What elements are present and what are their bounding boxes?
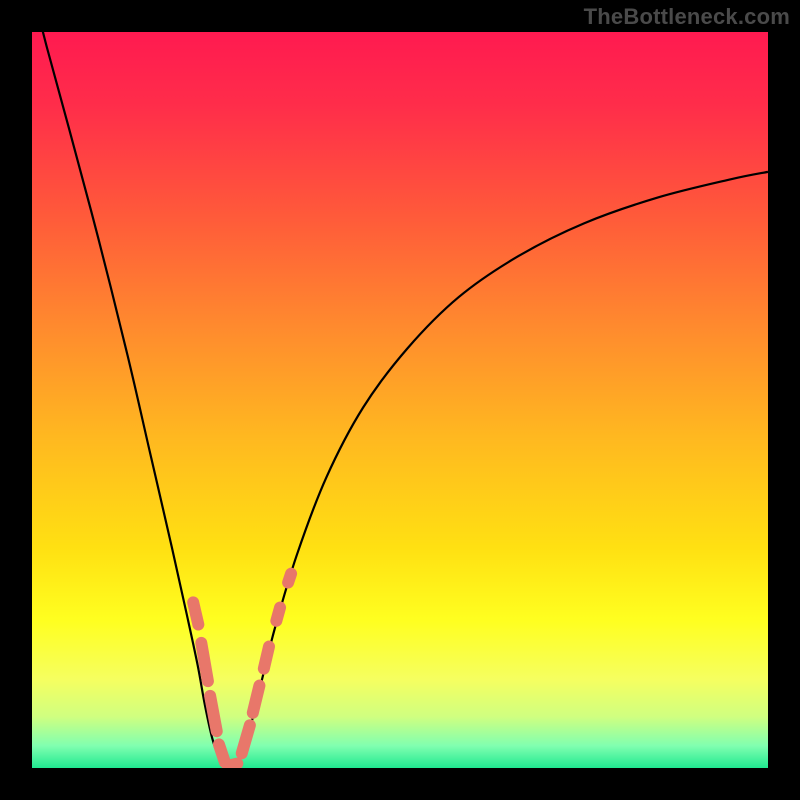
marker-dash — [193, 602, 198, 624]
marker-dash — [264, 647, 269, 669]
marker-dash — [276, 608, 280, 621]
marker-dash — [219, 744, 225, 762]
marker-dash — [210, 696, 217, 731]
watermark-text: TheBottleneck.com — [584, 4, 790, 30]
chart-container: TheBottleneck.com — [0, 0, 800, 800]
marker-dash — [242, 725, 250, 753]
marker-dash — [253, 686, 260, 713]
marker-dash — [201, 643, 208, 681]
marker-dash — [228, 764, 238, 766]
gradient-background — [32, 32, 768, 768]
marker-dash — [288, 574, 291, 583]
bottleneck-curve-chart — [0, 0, 800, 800]
